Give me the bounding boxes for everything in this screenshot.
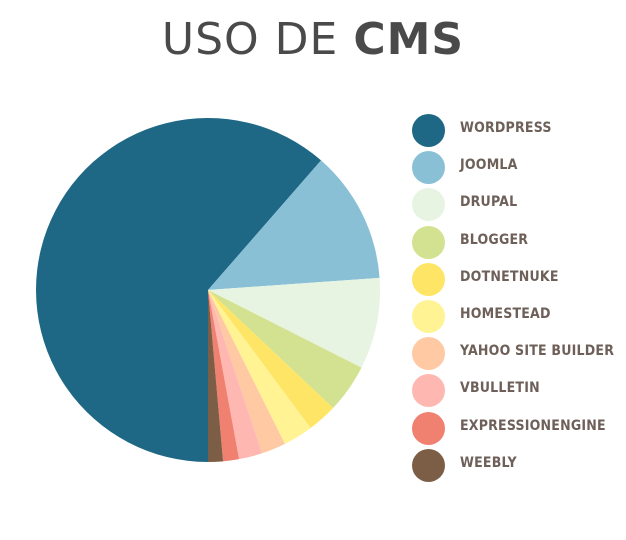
pie-slice-expressionengine bbox=[208, 290, 240, 462]
pie-slice-dotnetnuke bbox=[208, 290, 334, 429]
legend-item: BLOGGER bbox=[412, 224, 622, 261]
legend-label: EXPRESSIONENGINE bbox=[460, 417, 606, 434]
legend-label: YAHOO SITE BUILDER bbox=[460, 343, 615, 360]
legend-label: HOMESTEAD bbox=[460, 305, 551, 322]
legend-item: JOOMLA bbox=[412, 149, 622, 186]
pie-slice-vbulletin bbox=[208, 290, 263, 460]
pie-slice-drupal bbox=[208, 277, 380, 368]
chart-title-light: USO DE bbox=[161, 14, 339, 65]
legend-item: DRUPAL bbox=[412, 186, 622, 223]
pie-slice-blogger bbox=[208, 290, 362, 409]
legend-swatch bbox=[412, 188, 445, 222]
legend-label: DOTNETNUKE bbox=[460, 268, 559, 285]
legend-swatch bbox=[412, 374, 445, 408]
legend-label: BLOGGER bbox=[460, 231, 529, 248]
legend-label: JOOMLA bbox=[460, 157, 518, 174]
legend-label: VBULLETIN bbox=[460, 380, 540, 397]
legend-swatch bbox=[412, 448, 445, 482]
legend-item: DOTNETNUKE bbox=[412, 261, 622, 298]
legend-label: WEEBLY bbox=[460, 454, 517, 471]
chart-title: USO DE CMS bbox=[0, 14, 626, 65]
pie-slice-weebly bbox=[208, 290, 224, 462]
pie-slice-joomla bbox=[208, 160, 380, 290]
legend-swatch bbox=[412, 114, 445, 147]
legend-label: WORDPRESS bbox=[460, 120, 552, 136]
legend-swatch bbox=[412, 262, 445, 296]
legend-label: DRUPAL bbox=[460, 194, 518, 211]
pie-slice-wordpress bbox=[35, 118, 322, 463]
legend-item: WEEBLY bbox=[412, 447, 622, 484]
legend-swatch bbox=[412, 151, 445, 185]
legend-item: YAHOO SITE BUILDER bbox=[412, 335, 622, 372]
legend-item: VBULLETIN bbox=[412, 372, 622, 409]
pie-slice-yahoo-site-builder bbox=[208, 290, 285, 454]
legend: WORDPRESS JOOMLA DRUPAL BLOGGER DOTNETNUKE HO… bbox=[412, 112, 622, 484]
legend-swatch bbox=[412, 411, 445, 445]
legend-item: EXPRESSIONENGINE bbox=[412, 410, 622, 447]
pie-slice-homestead bbox=[208, 290, 311, 444]
legend-item: HOMESTEAD bbox=[412, 298, 622, 335]
legend-swatch bbox=[412, 337, 445, 371]
legend-swatch bbox=[412, 299, 445, 333]
chart-title-bold: CMS bbox=[353, 14, 465, 65]
legend-swatch bbox=[412, 225, 445, 259]
legend-item: WORDPRESS bbox=[412, 112, 622, 149]
